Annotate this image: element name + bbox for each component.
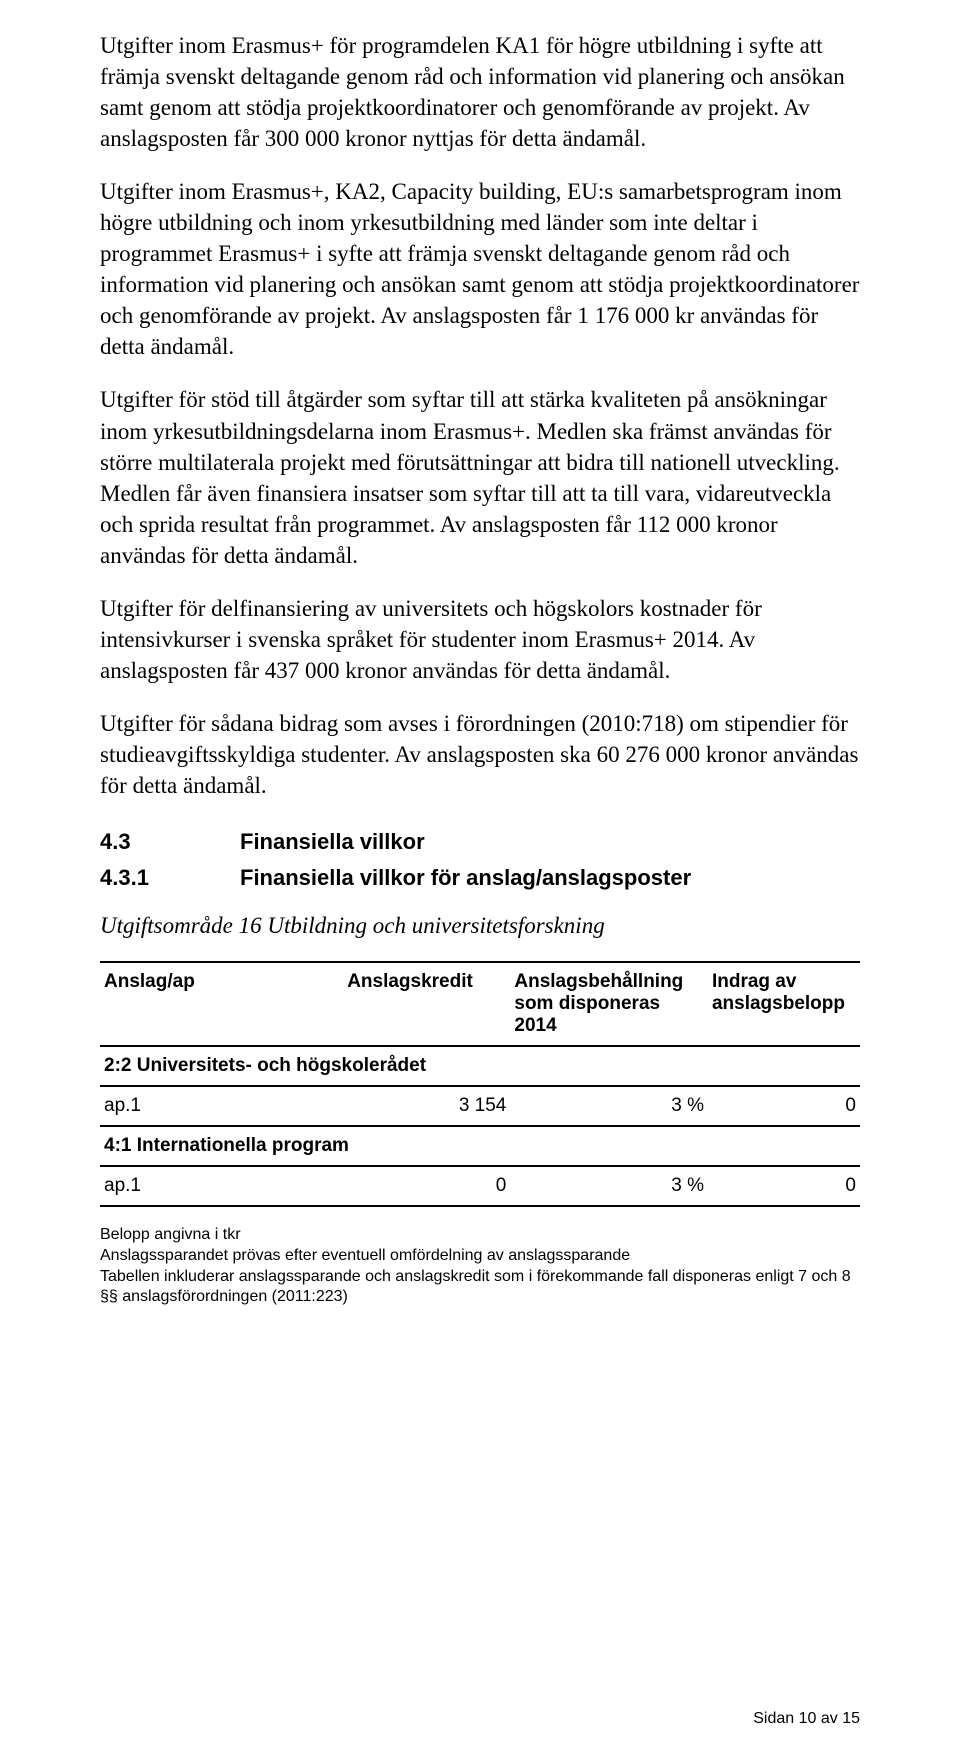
table-section-title: 4:1 Internationella program: [100, 1126, 860, 1166]
heading-4-3-1: 4.3.1Finansiella villkor för anslag/ansl…: [100, 865, 860, 891]
table-cell-behall: 3 %: [510, 1166, 708, 1206]
table-header-behallning: Anslagsbehållning som disponeras 2014: [510, 962, 708, 1046]
financial-table: Anslag/ap Anslagskredit Anslagsbehållnin…: [100, 961, 860, 1207]
paragraph-5: Utgifter för sådana bidrag som avses i f…: [100, 708, 860, 801]
table-section-row: 2:2 Universitets- och högskolerådet: [100, 1046, 860, 1086]
table-cell-kredit: 3 154: [343, 1086, 510, 1126]
paragraph-4: Utgifter för delfinansiering av universi…: [100, 593, 860, 686]
heading-4-3-1-text: Finansiella villkor för anslag/anslagspo…: [240, 865, 691, 890]
table-note-3: Tabellen inkluderar anslagssparande och …: [100, 1267, 860, 1309]
table-row: ap.1 0 3 % 0: [100, 1166, 860, 1206]
heading-4-3-number: 4.3: [100, 829, 240, 855]
table-cell-indrag: 0: [708, 1166, 860, 1206]
table-header-kredit: Anslagskredit: [343, 962, 510, 1046]
paragraph-1: Utgifter inom Erasmus+ för programdelen …: [100, 30, 860, 154]
table-header-row: Anslag/ap Anslagskredit Anslagsbehållnin…: [100, 962, 860, 1046]
heading-4-3: 4.3Finansiella villkor: [100, 829, 860, 855]
table-notes: Belopp angivna i tkr Anslagssparandet pr…: [100, 1225, 860, 1308]
table-cell-behall: 3 %: [510, 1086, 708, 1126]
table-note-2: Anslagssparandet prövas efter eventuell …: [100, 1246, 860, 1267]
table-header-indrag: Indrag av anslagsbelopp: [708, 962, 860, 1046]
italic-subheading: Utgiftsområde 16 Utbildning och universi…: [100, 913, 860, 939]
heading-4-3-1-number: 4.3.1: [100, 865, 240, 891]
table-cell-indrag: 0: [708, 1086, 860, 1126]
paragraph-2: Utgifter inom Erasmus+, KA2, Capacity bu…: [100, 176, 860, 362]
table-section-row: 4:1 Internationella program: [100, 1126, 860, 1166]
table-section-title: 2:2 Universitets- och högskolerådet: [100, 1046, 860, 1086]
table-cell-label: ap.1: [100, 1166, 343, 1206]
table-header-anslag: Anslag/ap: [100, 962, 343, 1046]
table-cell-label: ap.1: [100, 1086, 343, 1126]
paragraph-3: Utgifter för stöd till åtgärder som syft…: [100, 384, 860, 570]
table-cell-kredit: 0: [343, 1166, 510, 1206]
table-row: ap.1 3 154 3 % 0: [100, 1086, 860, 1126]
table-note-1: Belopp angivna i tkr: [100, 1225, 860, 1246]
page-footer: Sidan 10 av 15: [753, 1710, 860, 1728]
heading-4-3-text: Finansiella villkor: [240, 829, 425, 854]
